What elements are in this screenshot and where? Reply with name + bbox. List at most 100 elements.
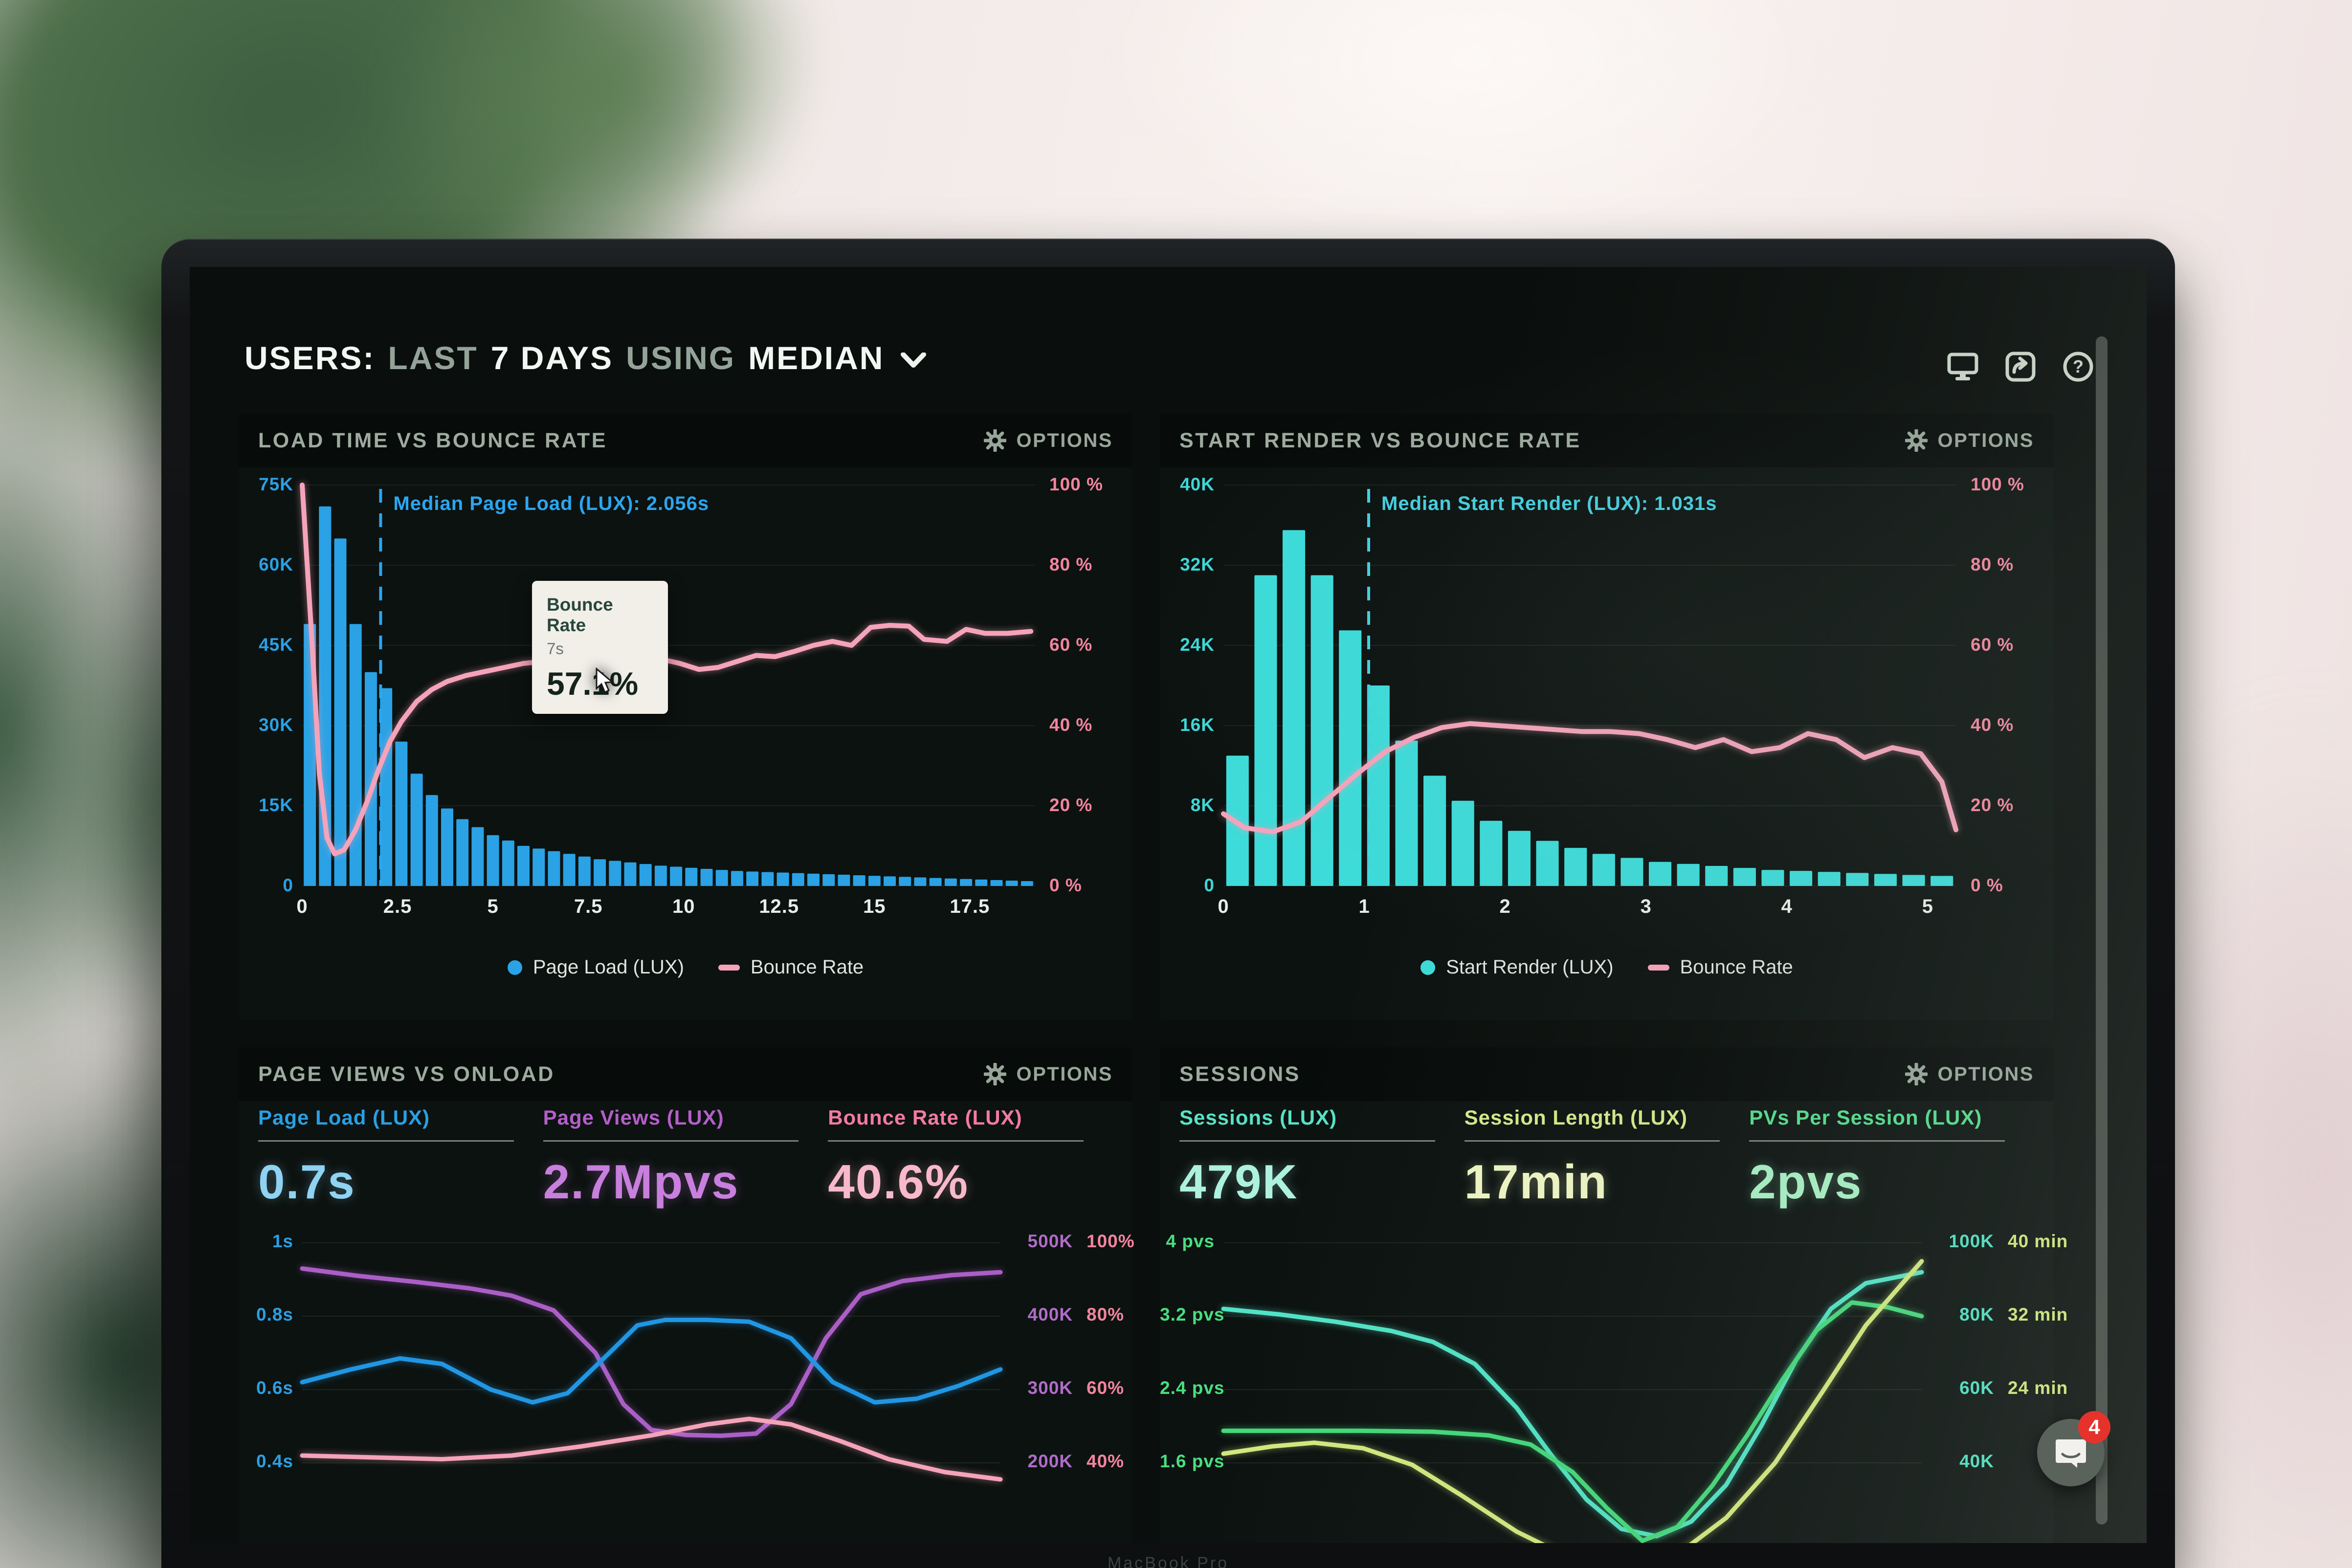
metric-rule: [1179, 1140, 1435, 1142]
y-tick-right: 40K: [1959, 1451, 1994, 1471]
header-toolbar: ?: [1947, 351, 2094, 382]
y-tick-right: 100 %: [1971, 474, 2024, 494]
share-icon[interactable]: [2005, 351, 2036, 382]
panel-start-render-vs-bounce-rate: START RENDER VS BOUNCE RATE OPTIONS Medi…: [1160, 414, 2054, 1020]
metric-value: 2pvs: [1749, 1155, 1863, 1209]
x-tick: 15: [863, 896, 886, 917]
y-tick-left: 0.4s: [256, 1451, 293, 1471]
chat-launcher[interactable]: 4: [2037, 1411, 2110, 1486]
panel-title: START RENDER VS BOUNCE RATE: [1179, 428, 1581, 452]
legend-item[interactable]: Bounce Rate: [1647, 956, 1793, 978]
y-tick-left: 30K: [259, 715, 293, 735]
options-button[interactable]: OPTIONS: [984, 1063, 1113, 1085]
gear-icon: [984, 1063, 1007, 1085]
chart-plot-area[interactable]: [1221, 1228, 1924, 1543]
y-tick-right: 60 %: [1049, 635, 1093, 655]
y-tick-right: 400K: [1027, 1304, 1073, 1325]
y-tick-left: 8K: [1190, 795, 1215, 815]
laptop-brand-label: MacBook Pro: [1107, 1554, 1229, 1568]
monitor-icon[interactable]: [1947, 351, 1978, 382]
title-segment: LAST: [388, 340, 478, 376]
y-tick-right: 100 %: [1049, 474, 1103, 494]
panel-title: PAGE VIEWS VS ONLOAD: [258, 1062, 555, 1086]
x-tick: 5: [1922, 896, 1933, 917]
y-tick-right: 60 %: [1971, 635, 2014, 655]
y-tick-right: 80K: [1959, 1304, 1994, 1325]
y-tick-left: 45K: [259, 635, 293, 655]
metric-block: Bounce Rate (LUX) 40.6%: [828, 1106, 1113, 1210]
metric-label: Page Load (LUX): [258, 1106, 430, 1129]
vertical-scrollbar[interactable]: [2096, 336, 2108, 1524]
legend-label: Bounce Rate: [1680, 956, 1793, 978]
x-tick: 2.5: [383, 896, 412, 917]
y-tick-left: 16K: [1180, 715, 1215, 735]
laptop: USERS: LAST 7 DAYS USING MEDIAN ?: [161, 239, 2175, 1568]
metric-label: Sessions (LUX): [1179, 1106, 1337, 1129]
x-tick: 12.5: [759, 896, 799, 917]
metric-block: Page Load (LUX) 0.7s: [258, 1106, 543, 1210]
y-tick-left: 3.2 pvs: [1160, 1304, 1225, 1325]
metric-value: 0.7s: [258, 1155, 355, 1209]
metric-rule: [828, 1140, 1084, 1142]
median-annotation: Median Start Render (LUX): 1.031s: [1381, 493, 1717, 514]
mouse-cursor: [596, 667, 614, 694]
options-button[interactable]: OPTIONS: [1905, 1063, 2034, 1085]
options-button[interactable]: OPTIONS: [1905, 429, 2034, 452]
chart-plot-area[interactable]: Median Start Render (LUX): 1.031s: [1221, 485, 1958, 886]
legend-label: Page Load (LUX): [533, 956, 684, 978]
panel-title: LOAD TIME VS BOUNCE RATE: [258, 428, 607, 452]
chart-legend: Start Render (LUX) Bounce Rate: [1160, 956, 2054, 978]
x-tick: 1: [1358, 896, 1370, 917]
tooltip-title: Bounce Rate: [547, 595, 613, 635]
title-segment: USING: [626, 340, 736, 376]
y-tick-left: 0.6s: [256, 1378, 293, 1398]
metric-value: 40.6%: [828, 1155, 969, 1209]
metric-label: Page Views (LUX): [543, 1106, 724, 1129]
y-tick-right: 40 min: [2008, 1231, 2068, 1251]
y-tick-right: 0 %: [1971, 875, 2003, 895]
y-tick-right: 40 %: [1971, 715, 2014, 735]
metric-value: 17min: [1464, 1155, 1608, 1209]
metric-value: 479K: [1179, 1155, 1298, 1209]
svg-text:?: ?: [2073, 356, 2084, 376]
y-tick-left: 32K: [1180, 554, 1215, 574]
x-tick: 7.5: [574, 896, 603, 917]
y-tick-right: 200K: [1027, 1451, 1073, 1471]
title-segment: 7 DAYS: [490, 340, 614, 376]
legend-item[interactable]: Start Render (LUX): [1420, 956, 1614, 978]
panel-sessions: SESSIONS OPTIONS Sessions (LUX) 479K Sessi…: [1160, 1047, 2067, 1543]
y-tick-right: 100K: [1949, 1231, 1994, 1251]
metric-block: PVs Per Session (LUX) 2pvs: [1749, 1106, 2034, 1210]
legend-item[interactable]: Bounce Rate: [718, 956, 864, 978]
title-segment: USERS:: [244, 340, 376, 376]
y-tick-left: 15K: [259, 795, 293, 815]
x-tick: 10: [672, 896, 695, 917]
legend-dot-swatch: [507, 960, 522, 975]
y-tick-right: 32 min: [2008, 1304, 2068, 1325]
legend-dash-swatch: [1647, 964, 1669, 971]
chat-unread-badge: 4: [2078, 1411, 2110, 1443]
legend-dash-swatch: [718, 964, 740, 971]
panel-page-views-vs-onload: PAGE VIEWS VS ONLOAD OPTIONS Page Load (…: [239, 1047, 1134, 1543]
options-button[interactable]: OPTIONS: [984, 429, 1113, 452]
metric-label: Session Length (LUX): [1464, 1106, 1687, 1129]
chart-plot-area[interactable]: Median Page Load (LUX): 2.056s: [300, 483, 1035, 886]
legend-label: Start Render (LUX): [1446, 956, 1614, 978]
y-tick-right: 40%: [1087, 1451, 1125, 1471]
y-tick-right: 60%: [1087, 1378, 1125, 1398]
legend-item[interactable]: Page Load (LUX): [507, 956, 684, 978]
panel-title: SESSIONS: [1179, 1062, 1301, 1086]
chart-plot-area[interactable]: [300, 1228, 1003, 1543]
help-icon[interactable]: ?: [2063, 351, 2094, 382]
y-tick-right: 40 %: [1049, 715, 1093, 735]
gear-icon: [984, 429, 1007, 452]
tooltip-value: 57.1%: [547, 665, 639, 702]
dashboard-title-dropdown[interactable]: USERS: LAST 7 DAYS USING MEDIAN: [244, 339, 927, 376]
chevron-down-icon: [901, 353, 927, 368]
y-tick-left: 1.6 pvs: [1160, 1451, 1225, 1471]
y-tick-right: 300K: [1027, 1378, 1073, 1398]
y-tick-right: 80 %: [1049, 554, 1093, 574]
options-label: OPTIONS: [1937, 429, 2034, 451]
metric-rule: [258, 1140, 514, 1142]
